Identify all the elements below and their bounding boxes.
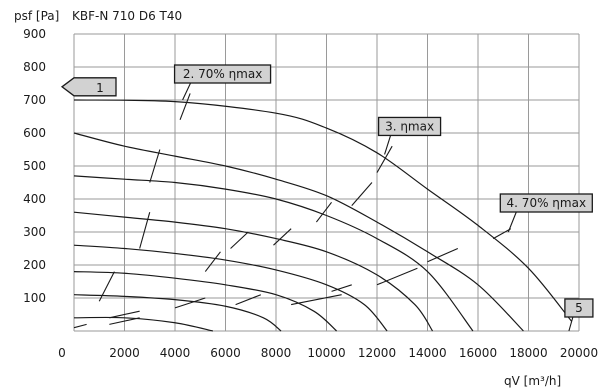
callout-label: 3. ηmax (385, 119, 434, 133)
x-tick-label: 8000 (261, 346, 292, 360)
efficiency-mark (109, 310, 140, 319)
x-axis-label: qV [m³/h] (504, 374, 561, 388)
efficiency-mark (376, 145, 393, 173)
fan-curve (73, 99, 572, 322)
fan-curve (73, 175, 474, 332)
efficiency-mark (273, 228, 292, 246)
x-tick-label: 6000 (210, 346, 241, 360)
efficiency-mark (351, 182, 373, 206)
efficiency-mark (149, 149, 161, 183)
y-tick-label: 700 (23, 93, 46, 107)
model-title: KBF-N 710 D6 T40 (72, 9, 182, 23)
efficiency-mark (427, 247, 459, 263)
efficiency-mark (291, 294, 342, 306)
efficiency-mark (179, 93, 191, 120)
fan-curve (73, 294, 282, 332)
callout-arrow (60, 77, 117, 97)
y-tick-label: 400 (23, 192, 46, 206)
y-tick-label: 200 (23, 258, 46, 272)
efficiency-mark (315, 201, 332, 223)
y-tick-label: 500 (23, 159, 46, 173)
fan-curve (73, 316, 214, 332)
efficiency-mark (139, 212, 151, 249)
x-tick-label: 2000 (109, 346, 140, 360)
x-tick-label: 16000 (459, 346, 497, 360)
x-tick-label: 20000 (560, 346, 598, 360)
efficiency-mark (73, 323, 87, 329)
fan-curve (73, 244, 388, 332)
callout-box (173, 64, 272, 84)
efficiency-mark (230, 231, 249, 249)
callout-leader (568, 316, 574, 332)
callout-label: 4. 70% ηmax (507, 196, 587, 210)
y-tick-label: 900 (23, 27, 46, 41)
efficiency-mark (376, 267, 418, 286)
x-tick-label: 10000 (307, 346, 345, 360)
efficiency-mark (174, 297, 206, 309)
efficiency-mark (109, 317, 140, 325)
fan-curve (73, 132, 524, 332)
callout-leader (182, 82, 192, 101)
fan-curve (73, 211, 434, 332)
x-tick-label: 4000 (160, 346, 191, 360)
callout-label: 5 (575, 301, 583, 315)
efficiency-mark (98, 271, 115, 302)
callout-box (377, 116, 442, 137)
y-tick-label: 800 (23, 60, 46, 74)
y-tick-label: 300 (23, 225, 46, 239)
y-tick-labels: 100 200 300 400 500 600 700 800 900 (23, 27, 46, 305)
callout-leader (384, 135, 392, 155)
x-tick-label: 12000 (358, 346, 396, 360)
x-tick-label: 14000 (408, 346, 446, 360)
y-axis-label: psf [Pa] (14, 9, 59, 23)
efficiency-mark (204, 251, 221, 272)
efficiency-mark (331, 284, 352, 292)
y-tick-label: 100 (23, 291, 46, 305)
callout-label: 2. 70% ηmax (183, 67, 263, 81)
callouts: 1 2. 70% ηmax 3. ηmax 4. 70% ηmax 5 (60, 64, 594, 332)
callout-box (499, 193, 593, 213)
efficiency-marks (73, 93, 512, 329)
callout-leader (507, 211, 517, 233)
fan-curves (73, 99, 572, 332)
callout-box (564, 298, 594, 318)
efficiency-mark (492, 228, 512, 240)
x-tick-labels: 0 2000 4000 6000 8000 10000 12000 14000 16000 180… (58, 346, 598, 360)
callout-label: 1 (96, 81, 104, 95)
efficiency-mark (235, 294, 262, 306)
x-tick-label: 0 (58, 346, 66, 360)
y-tick-label: 600 (23, 126, 46, 140)
fan-curve (73, 271, 337, 332)
x-tick-label: 18000 (509, 346, 547, 360)
